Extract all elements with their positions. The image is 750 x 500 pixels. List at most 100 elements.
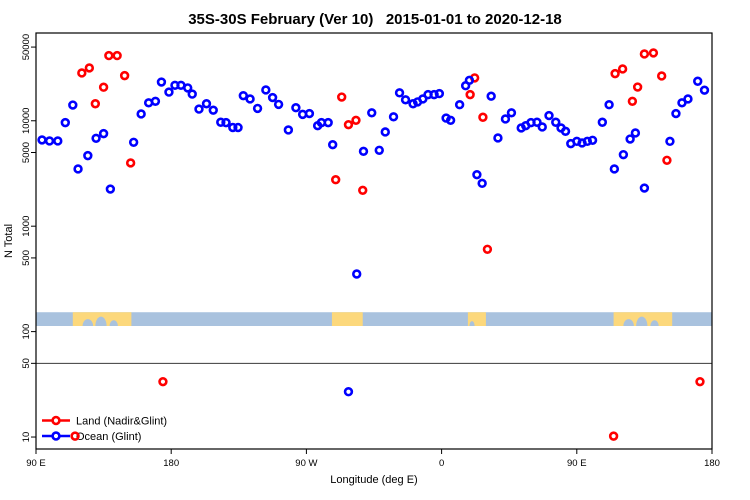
map-band-coast-notch: [82, 319, 94, 327]
data-point-ocean: [604, 100, 614, 110]
y-axis-title: N Total: [3, 224, 15, 258]
data-point-ocean: [582, 136, 593, 147]
data-point-ocean: [73, 164, 83, 174]
map-band-coast-notch: [623, 319, 634, 327]
data-point-land: [632, 82, 643, 92]
data-point-land: [125, 158, 136, 168]
data-point-ocean: [477, 178, 487, 189]
data-point-land: [648, 48, 659, 58]
data-point-ocean: [245, 94, 255, 104]
data-point-ocean: [228, 122, 238, 133]
plot-frame: [35, 32, 713, 450]
legend-marker: [51, 415, 61, 426]
data-point-ocean: [544, 110, 554, 121]
data-point-ocean: [699, 85, 710, 95]
data-point-ocean: [618, 149, 629, 160]
y-tick-label: 5000: [21, 142, 32, 163]
x-axis-title: Longitude (deg E): [330, 474, 417, 486]
data-point-ocean: [98, 128, 109, 139]
data-point-ocean: [194, 104, 204, 114]
x-tick-label: 90 W: [295, 458, 317, 469]
data-point-land: [84, 63, 95, 73]
data-point-ocean: [252, 103, 263, 114]
data-point-land: [343, 119, 354, 130]
data-point-ocean: [343, 387, 354, 397]
data-point-ocean: [261, 85, 271, 95]
y-tick-label: 10000: [21, 108, 32, 134]
data-point-land: [478, 112, 488, 122]
data-point-ocean: [68, 100, 78, 110]
data-point-ocean: [639, 183, 650, 193]
y-tick-label: 50000: [21, 34, 32, 60]
x-tick-label: 0: [439, 458, 444, 469]
data-point-land: [104, 50, 114, 61]
data-point-ocean: [273, 99, 284, 110]
x-tick-label: 180: [163, 458, 179, 469]
map-band-coast-notch: [650, 320, 659, 327]
data-point-ocean: [693, 76, 703, 86]
data-point-ocean: [532, 117, 542, 127]
data-point-ocean: [208, 105, 218, 115]
data-point-ocean: [630, 128, 641, 138]
data-point-ocean: [352, 269, 362, 279]
y-tick-label: 50: [21, 358, 32, 369]
data-point-ocean: [597, 117, 608, 127]
data-point-ocean: [374, 145, 384, 155]
data-point-ocean: [493, 133, 503, 143]
legend-label: Land (Nadir&Glint): [76, 415, 167, 427]
data-point-ocean: [221, 117, 231, 128]
data-point-land: [77, 68, 87, 78]
legend-label: Ocean (Glint): [76, 431, 141, 443]
data-point-ocean: [537, 122, 547, 132]
data-point-ocean: [665, 136, 675, 147]
legend: Land (Nadir&Glint) Ocean (Glint): [42, 415, 167, 443]
data-point-ocean: [472, 169, 482, 180]
data-point-ocean: [394, 88, 405, 98]
data-point-ocean: [267, 92, 278, 103]
map-band-coast-notch: [469, 321, 475, 327]
data-point-land: [70, 431, 80, 441]
data-point-land: [610, 68, 620, 79]
series-land: [70, 48, 705, 441]
y-tick-label: 10: [21, 432, 32, 443]
data-point-ocean: [464, 75, 475, 86]
data-point-ocean: [408, 99, 418, 109]
data-point-land: [112, 50, 122, 61]
map-band-land-patch: [331, 312, 363, 327]
data-point-ocean: [60, 117, 70, 128]
y-tick-label: 1000: [21, 216, 32, 237]
data-point-ocean: [156, 77, 167, 87]
data-point-ocean: [400, 95, 411, 105]
data-point-ocean: [128, 137, 139, 147]
data-point-ocean: [183, 83, 193, 93]
data-point-ocean: [445, 115, 456, 126]
data-point-ocean: [105, 184, 116, 194]
data-point-land: [656, 71, 667, 81]
data-point-land: [662, 155, 672, 165]
chart-title: 35S-30S February (Ver 10) 2015-01-01 to …: [188, 11, 562, 28]
data-point-land: [158, 376, 168, 387]
data-point-ocean: [91, 133, 101, 143]
data-point-land: [695, 376, 705, 387]
data-point-ocean: [434, 88, 445, 99]
data-point-ocean: [136, 109, 146, 119]
data-point-land: [358, 185, 368, 195]
data-point-ocean: [37, 135, 47, 145]
data-point-land: [482, 244, 493, 254]
data-point-ocean: [486, 91, 496, 101]
map-band: [36, 312, 712, 327]
data-point-land: [119, 70, 130, 81]
data-point-land: [608, 431, 619, 441]
data-point-ocean: [327, 139, 338, 150]
data-point-ocean: [150, 96, 161, 106]
data-point-ocean: [625, 134, 635, 144]
data-point-land: [337, 92, 347, 102]
data-point-ocean: [164, 87, 174, 97]
map-band-ocean: [36, 312, 712, 327]
y-tick-label: 500: [21, 250, 32, 266]
data-point-land: [639, 49, 650, 59]
data-point-ocean: [216, 117, 226, 127]
legend-marker: [51, 431, 61, 441]
data-point-ocean: [429, 89, 439, 100]
